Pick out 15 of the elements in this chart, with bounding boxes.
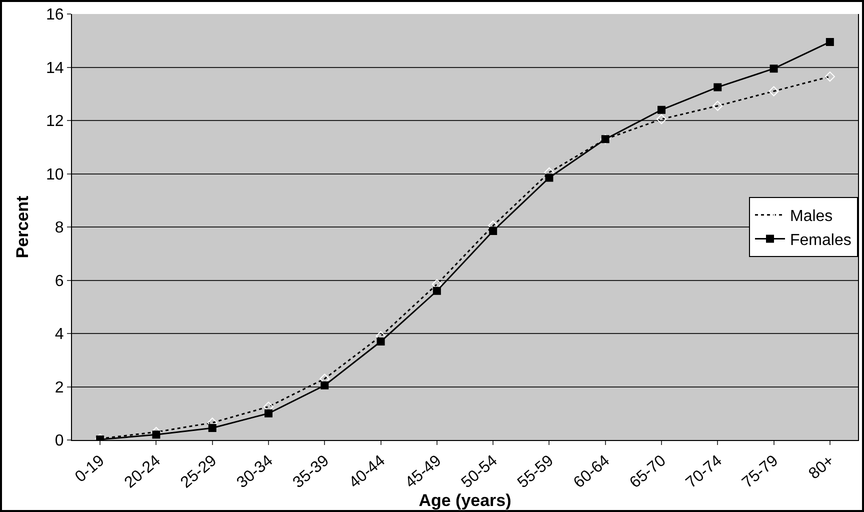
- y-tick-label: 12: [46, 113, 64, 130]
- y-tick-label: 2: [54, 379, 64, 396]
- y-tick-label: 4: [54, 326, 64, 344]
- y-axis-title: Percent: [13, 195, 32, 258]
- y-tick-label: 14: [46, 60, 64, 77]
- y-tick-label: 6: [54, 272, 64, 290]
- y-tick-label: 0: [54, 432, 64, 450]
- legend-label: Females: [790, 232, 852, 249]
- legend-label: Males: [790, 208, 833, 226]
- y-tick-label: 8: [54, 220, 64, 237]
- x-tick-label: 0-19: [72, 452, 108, 486]
- x-tick-label: 80+: [806, 452, 838, 483]
- y-tick-label: 16: [46, 6, 64, 24]
- x-axis-title: Age (years): [418, 491, 512, 510]
- y-tick-label: 10: [46, 166, 64, 184]
